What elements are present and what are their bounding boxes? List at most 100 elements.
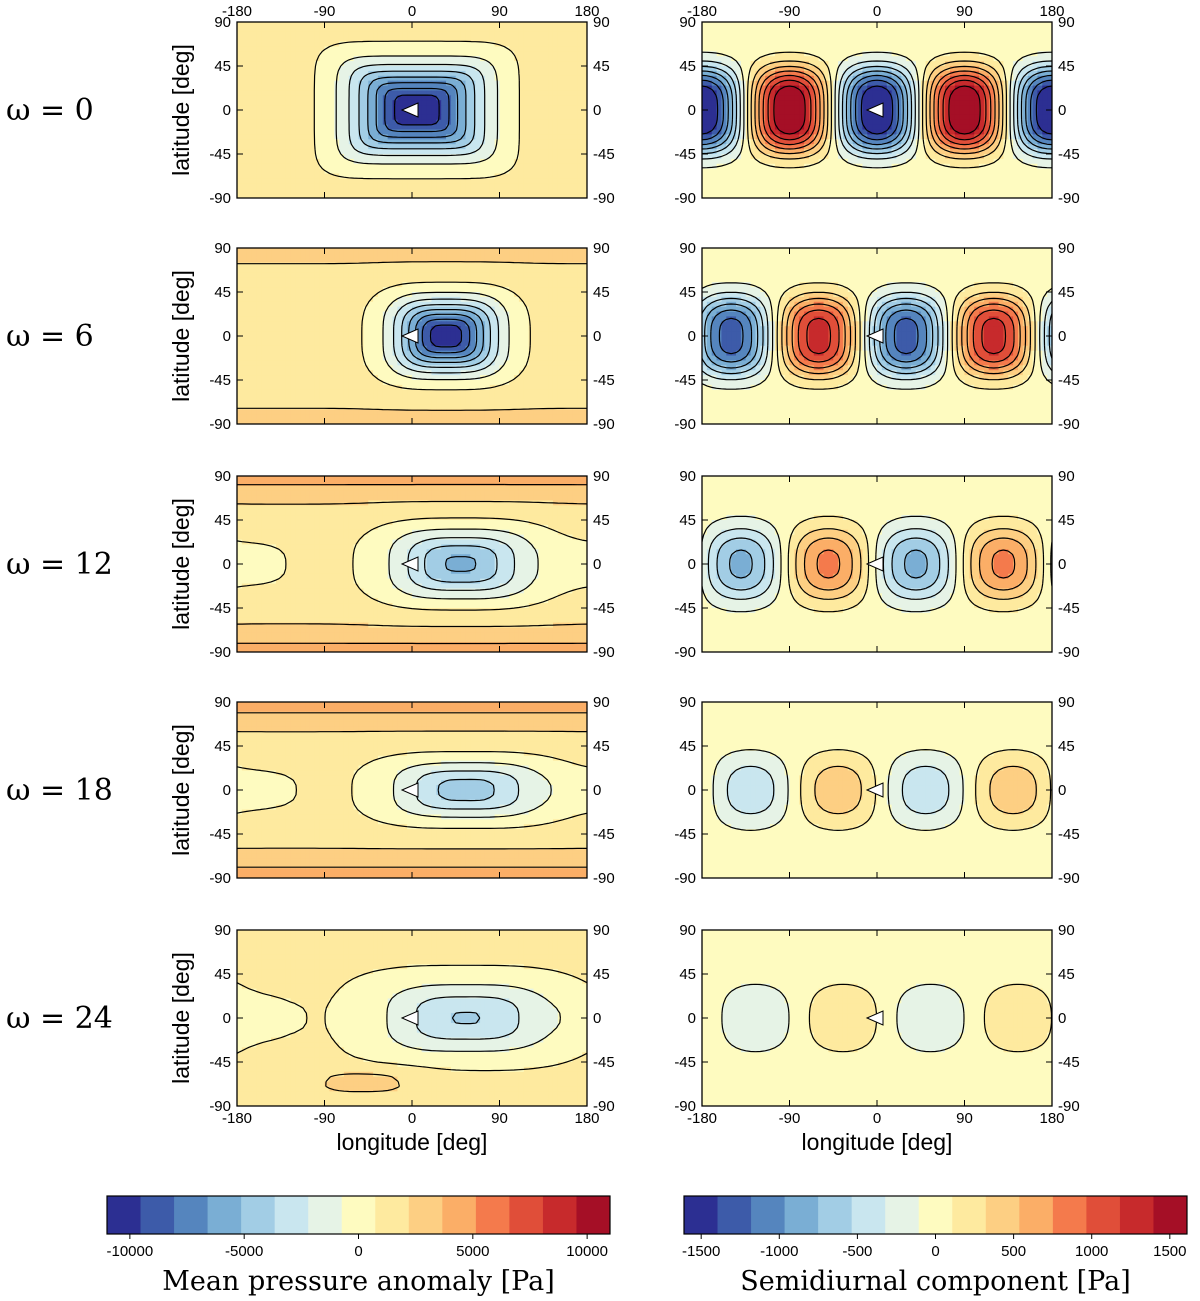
field-cell [538, 257, 544, 264]
field-cell [528, 287, 535, 293]
field-cell [412, 345, 418, 352]
field-cell [465, 100, 471, 106]
field-cell [533, 394, 539, 401]
field-cell [241, 61, 248, 67]
field-cell [290, 193, 296, 198]
field-cell [353, 41, 360, 48]
field-cell [246, 173, 253, 180]
field-cell [421, 105, 428, 111]
field-cell [348, 394, 355, 401]
field-cell [562, 183, 569, 189]
field-cell [309, 345, 316, 352]
field-cell [241, 134, 248, 140]
field-cell [295, 158, 301, 165]
field-cell [285, 277, 292, 283]
field-cell [504, 394, 510, 401]
field-cell [271, 51, 277, 57]
field-cell [251, 287, 258, 293]
field-cell [348, 100, 355, 106]
field-cell [431, 345, 437, 352]
field-cell [295, 41, 301, 48]
field-cell [538, 105, 544, 111]
field-cell [548, 394, 554, 401]
field-cell [387, 282, 394, 288]
field-cell [407, 399, 413, 406]
field-cell [237, 66, 243, 72]
field-cell [280, 31, 287, 38]
field-cell [567, 326, 574, 332]
field-cell [412, 188, 418, 194]
field-cell [426, 384, 433, 391]
field-cell [475, 248, 481, 254]
field-cell [373, 22, 379, 28]
field-cell [455, 134, 462, 140]
field-cell [368, 252, 374, 259]
field-cell [300, 158, 306, 165]
field-cell [343, 193, 350, 198]
field-cell [446, 154, 452, 160]
field-cell [548, 311, 554, 318]
field-cell [446, 262, 452, 269]
field-cell [450, 321, 457, 327]
field-cell [382, 248, 389, 254]
field-cell [557, 158, 564, 165]
field-cell [387, 252, 394, 259]
field-cell [358, 248, 364, 254]
field-cell [261, 129, 267, 136]
field-cell [441, 119, 447, 126]
field-cell [314, 114, 321, 121]
field-cell [528, 365, 535, 371]
field-cell [562, 370, 569, 376]
field-cell [523, 316, 530, 322]
field-cell [324, 350, 330, 357]
field-cell [426, 365, 433, 371]
field-cell [436, 95, 442, 101]
field-cell [480, 90, 486, 96]
field-cell [329, 262, 335, 269]
field-cell [543, 158, 549, 165]
field-cell [343, 41, 350, 48]
field-cell [455, 158, 462, 165]
field-cell [373, 311, 379, 318]
field-cell [441, 384, 447, 391]
field-cell [509, 277, 515, 283]
field-cell [421, 365, 428, 371]
field-cell [407, 360, 413, 366]
field-cell [572, 399, 578, 406]
field-cell [334, 296, 340, 303]
field-cell [300, 124, 306, 131]
field-cell [343, 331, 350, 337]
field-cell [353, 31, 360, 38]
field-cell [251, 248, 258, 254]
field-cell [382, 100, 389, 106]
field-cell [455, 95, 462, 101]
field-cell [504, 183, 510, 189]
field-cell [460, 188, 467, 194]
field-cell [533, 370, 539, 376]
field-cell [455, 149, 462, 155]
field-cell [300, 345, 306, 352]
field-cell [251, 46, 258, 52]
field-cell [275, 282, 282, 288]
field-cell [334, 188, 340, 194]
field-cell [543, 31, 549, 38]
field-cell [475, 326, 481, 332]
field-cell [241, 267, 248, 274]
field-cell [285, 129, 292, 136]
field-cell [266, 80, 272, 87]
field-cell [280, 129, 287, 136]
field-cell [557, 277, 564, 283]
field-cell [305, 66, 311, 72]
field-cell [392, 311, 399, 318]
field-cell [470, 188, 476, 194]
field-cell [572, 306, 578, 313]
field-cell [582, 178, 587, 184]
field-cell [557, 262, 564, 269]
field-cell [441, 51, 447, 57]
field-cell [290, 384, 296, 391]
field-cell [280, 75, 287, 82]
field-cell [382, 85, 389, 92]
field-cell [412, 158, 418, 165]
field-cell [514, 360, 520, 366]
field-cell [562, 394, 569, 401]
